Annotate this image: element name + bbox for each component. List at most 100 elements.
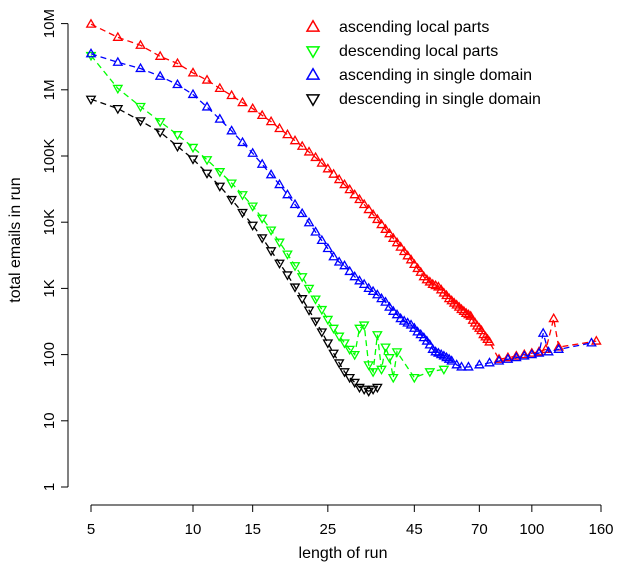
data-point <box>484 336 495 346</box>
x-tick-label: 25 <box>319 521 336 538</box>
legend-marker <box>305 67 321 80</box>
data-point <box>310 226 321 236</box>
data-point <box>376 218 387 229</box>
data-point <box>473 359 485 369</box>
data-point <box>274 178 285 189</box>
data-point <box>415 266 427 276</box>
series-group <box>85 51 450 384</box>
data-point <box>112 31 124 41</box>
x-tick-label: 10 <box>185 521 202 538</box>
data-point <box>289 283 301 293</box>
data-point <box>316 328 328 338</box>
series-group <box>85 18 602 363</box>
data-point <box>112 84 124 95</box>
data-point <box>112 56 124 66</box>
data-point <box>310 295 321 305</box>
data-point <box>187 67 199 77</box>
legend-marker <box>305 94 321 107</box>
data-point <box>256 234 268 244</box>
legend-marker <box>305 46 321 59</box>
y-tick-label: 10M <box>41 9 58 38</box>
data-point <box>226 179 237 189</box>
axes: 1 10 100 1K 10K 100K 1M 10M 5 10 15 25 45 70 100 160 <box>41 9 614 538</box>
data-point <box>458 305 470 315</box>
data-point <box>328 349 339 359</box>
data-point <box>424 368 436 378</box>
legend-label: descending local parts <box>339 43 498 60</box>
data-point <box>471 320 483 330</box>
data-point <box>395 241 407 251</box>
data-point <box>391 309 403 319</box>
data-point <box>553 343 565 353</box>
legend: ascending local parts descending local pa… <box>305 19 541 108</box>
data-point <box>85 95 97 105</box>
x-tick-label: 100 <box>519 521 544 538</box>
data-point <box>282 250 293 260</box>
x-ticks: 5 10 15 25 45 70 100 160 <box>87 505 614 538</box>
data-point <box>384 227 395 238</box>
x-tick-label: 5 <box>87 521 95 538</box>
series-layer <box>85 18 602 397</box>
data-point <box>154 118 166 128</box>
data-point <box>446 355 458 365</box>
data-point <box>344 183 356 194</box>
data-point <box>367 285 379 296</box>
data-point <box>344 345 356 356</box>
data-point <box>363 387 375 397</box>
data-point <box>328 324 339 334</box>
data-point <box>354 324 365 334</box>
data-point <box>265 115 277 126</box>
data-point <box>354 193 365 204</box>
data-point <box>296 273 308 283</box>
data-point <box>256 214 268 224</box>
data-point <box>510 350 522 360</box>
data-point <box>256 109 268 120</box>
data-point <box>456 361 467 371</box>
y-tick-label: 100K <box>41 138 58 173</box>
data-point <box>518 350 530 360</box>
data-point <box>135 117 146 127</box>
series-group <box>85 48 597 371</box>
data-point <box>85 18 97 28</box>
data-point <box>502 351 514 362</box>
data-point <box>289 262 301 272</box>
data-point <box>548 312 560 323</box>
data-point <box>328 168 339 178</box>
data-point <box>310 151 321 162</box>
data-point <box>349 378 361 389</box>
data-point <box>395 312 407 323</box>
data-point <box>237 191 248 201</box>
data-point <box>201 169 213 179</box>
data-point <box>421 335 433 345</box>
data-point <box>289 135 301 145</box>
data-point <box>502 353 514 363</box>
data-point <box>112 104 124 115</box>
data-point <box>154 70 166 80</box>
data-point <box>405 319 417 329</box>
data-point <box>237 208 248 219</box>
data-point <box>214 113 226 123</box>
data-point <box>289 198 301 209</box>
data-point <box>85 48 97 58</box>
data-point <box>358 198 370 209</box>
data-point <box>328 251 339 261</box>
data-point <box>384 354 395 364</box>
data-point <box>339 178 350 189</box>
data-point <box>339 339 350 349</box>
x-axis-label: length of run <box>299 545 388 562</box>
data-point <box>187 155 199 165</box>
data-point <box>384 301 395 311</box>
data-point <box>214 168 226 178</box>
data-point <box>349 271 361 281</box>
data-point <box>303 217 315 227</box>
data-point <box>237 96 248 107</box>
y-tick-label: 10 <box>41 412 58 429</box>
data-point <box>316 305 328 316</box>
data-point <box>398 245 410 256</box>
data-point <box>371 383 383 394</box>
y-ticks: 1 10 100 1K 10K 100K 1M 10M <box>41 9 68 491</box>
data-point <box>135 39 146 49</box>
data-point <box>226 125 237 135</box>
data-point <box>154 50 166 60</box>
data-point <box>274 259 285 269</box>
